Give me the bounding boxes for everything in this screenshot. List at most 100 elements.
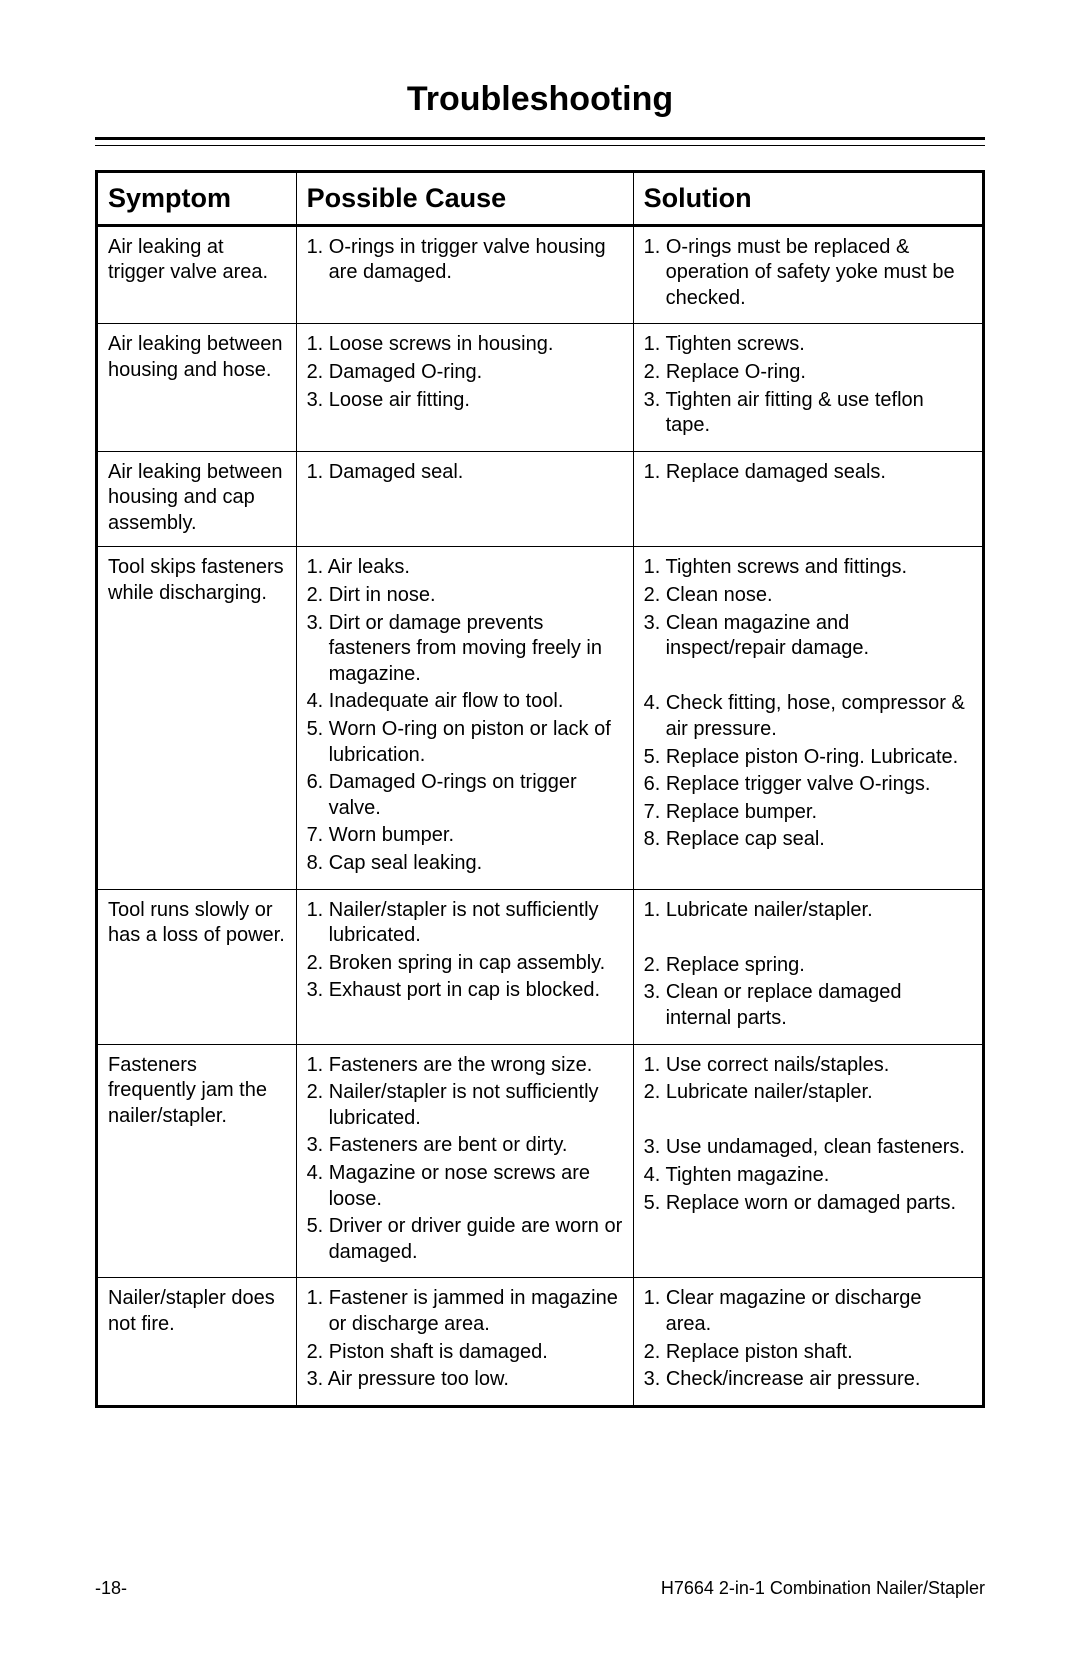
table-row: Fasteners frequently jam the nailer/stap… (97, 1044, 984, 1278)
list-spacer (644, 664, 972, 690)
list-item: 1. O-rings must be replaced & operation … (644, 235, 972, 312)
list-item: 3. Dirt or damage prevents fasteners fro… (307, 611, 623, 688)
table-row: Tool runs slowly or has a loss of power.… (97, 889, 984, 1044)
list-item: 2. Lubricate nailer/stapler. (644, 1080, 972, 1106)
numbered-list: 1. Lubricate nailer/stapler. 2. Replace … (644, 898, 972, 1032)
list-item: 4. Tighten magazine. (644, 1163, 972, 1189)
list-item: 5. Driver or driver guide are worn or da… (307, 1214, 623, 1265)
list-item: 2. Replace spring. (644, 953, 972, 979)
list-item: 5. Replace worn or damaged parts. (644, 1191, 972, 1217)
cell-cause: 1. Damaged seal. (296, 451, 633, 547)
table-row: Tool skips fasteners while discharging.1… (97, 547, 984, 889)
cell-cause: 1. Air leaks.2. Dirt in nose.3. Dirt or … (296, 547, 633, 889)
list-item: 3. Fasteners are bent or dirty. (307, 1133, 623, 1159)
table-row: Air leaking at trigger valve area.1. O-r… (97, 225, 984, 324)
list-item: 1. Tighten screws and fittings. (644, 555, 972, 581)
list-item: 2. Damaged O-ring. (307, 360, 623, 386)
list-item: 3. Loose air fitting. (307, 388, 623, 414)
numbered-list: 1. Fastener is jammed in magazine or dis… (307, 1286, 623, 1392)
list-item: 3. Use undamaged, clean fasteners. (644, 1135, 972, 1161)
list-item: 7. Worn bumper. (307, 823, 623, 849)
cell-solution: 1. Use correct nails/staples.2. Lubricat… (633, 1044, 983, 1278)
list-item: 3. Clean or replace damaged internal par… (644, 980, 972, 1031)
doc-title: H7664 2-in-1 Combination Nailer/Stapler (661, 1578, 985, 1599)
list-item: 2. Clean nose. (644, 583, 972, 609)
list-item: 2. Dirt in nose. (307, 583, 623, 609)
numbered-list: 1. Damaged seal. (307, 460, 623, 486)
list-item: 1. Loose screws in housing. (307, 332, 623, 358)
col-header-cause: Possible Cause (296, 172, 633, 226)
cell-symptom: Air leaking between housing and hose. (97, 324, 297, 451)
list-item: 7. Replace bumper. (644, 800, 972, 826)
list-item: 8. Cap seal leaking. (307, 851, 623, 877)
cell-symptom: Fasteners frequently jam the nailer/stap… (97, 1044, 297, 1278)
cell-symptom: Tool skips fasteners while discharging. (97, 547, 297, 889)
list-item: 4. Check fitting, hose, compressor & air… (644, 691, 972, 742)
rule-thin (95, 145, 985, 146)
numbered-list: 1. Air leaks.2. Dirt in nose.3. Dirt or … (307, 555, 623, 876)
list-item: 1. Nailer/stapler is not sufficiently lu… (307, 898, 623, 949)
numbered-list: 1. Nailer/stapler is not sufficiently lu… (307, 898, 623, 1004)
list-spacer (644, 1108, 972, 1134)
list-item: 1. O-rings in trigger valve housing are … (307, 235, 623, 286)
cell-cause: 1. O-rings in trigger valve housing are … (296, 225, 633, 324)
numbered-list: 1. Replace damaged seals. (644, 460, 972, 486)
numbered-list: 1. Tighten screws and fittings.2. Clean … (644, 555, 972, 853)
numbered-list: 1. O-rings in trigger valve housing are … (307, 235, 623, 286)
list-item: 1. Damaged seal. (307, 460, 623, 486)
numbered-list: 1. Use correct nails/staples.2. Lubricat… (644, 1053, 972, 1217)
list-item: 6. Replace trigger valve O-rings. (644, 772, 972, 798)
cell-symptom: Nailer/stapler does not fire. (97, 1278, 297, 1406)
list-item: 1. Clear magazine or discharge area. (644, 1286, 972, 1337)
list-item: 3. Exhaust port in cap is blocked. (307, 978, 623, 1004)
cell-solution: 1. Replace damaged seals. (633, 451, 983, 547)
list-item: 2. Replace piston shaft. (644, 1340, 972, 1366)
list-item: 3. Tighten air fitting & use teflon tape… (644, 388, 972, 439)
col-header-symptom: Symptom (97, 172, 297, 226)
list-item: 4. Inadequate air flow to tool. (307, 689, 623, 715)
page-title: Troubleshooting (95, 80, 985, 119)
list-item: 1. Tighten screws. (644, 332, 972, 358)
cell-solution: 1. O-rings must be replaced & operation … (633, 225, 983, 324)
list-item: 5. Replace piston O-ring. Lubricate. (644, 745, 972, 771)
list-spacer (644, 925, 972, 951)
numbered-list: 1. O-rings must be replaced & operation … (644, 235, 972, 312)
rule-thick (95, 137, 985, 140)
cell-solution: 1. Clear magazine or discharge area. 2. R… (633, 1278, 983, 1406)
list-item: 1. Air leaks. (307, 555, 623, 581)
list-item: 5. Worn O-ring on piston or lack of lubr… (307, 717, 623, 768)
list-item: 4. Magazine or nose screws are loose. (307, 1161, 623, 1212)
list-item: 8. Replace cap seal. (644, 827, 972, 853)
page-number: -18- (95, 1578, 127, 1599)
numbered-list: 1. Fasteners are the wrong size.2. Naile… (307, 1053, 623, 1266)
cell-solution: 1. Tighten screws and fittings.2. Clean … (633, 547, 983, 889)
list-item: 1. Fastener is jammed in magazine or dis… (307, 1286, 623, 1337)
col-header-solution: Solution (633, 172, 983, 226)
cell-cause: 1. Fasteners are the wrong size.2. Naile… (296, 1044, 633, 1278)
table-row: Air leaking between housing and cap asse… (97, 451, 984, 547)
list-item: 2. Piston shaft is damaged. (307, 1340, 623, 1366)
table-row: Air leaking between housing and hose.1. … (97, 324, 984, 451)
list-item: 1. Use correct nails/staples. (644, 1053, 972, 1079)
cell-symptom: Air leaking at trigger valve area. (97, 225, 297, 324)
cell-symptom: Air leaking between housing and cap asse… (97, 451, 297, 547)
list-item: 2. Replace O-ring. (644, 360, 972, 386)
table-header-row: Symptom Possible Cause Solution (97, 172, 984, 226)
list-item: 1. Lubricate nailer/stapler. (644, 898, 972, 924)
numbered-list: 1. Tighten screws.2. Replace O-ring.3. T… (644, 332, 972, 438)
list-item: 1. Fasteners are the wrong size. (307, 1053, 623, 1079)
list-item: 1. Replace damaged seals. (644, 460, 972, 486)
list-item: 2. Nailer/stapler is not sufficiently lu… (307, 1080, 623, 1131)
numbered-list: 1. Loose screws in housing.2. Damaged O-… (307, 332, 623, 413)
numbered-list: 1. Clear magazine or discharge area. 2. R… (644, 1286, 972, 1392)
cell-solution: 1. Tighten screws.2. Replace O-ring.3. T… (633, 324, 983, 451)
list-item: 2. Broken spring in cap assembly. (307, 951, 623, 977)
table-row: Nailer/stapler does not fire.1. Fastener… (97, 1278, 984, 1406)
cell-solution: 1. Lubricate nailer/stapler. 2. Replace … (633, 889, 983, 1044)
cell-cause: 1. Nailer/stapler is not sufficiently lu… (296, 889, 633, 1044)
list-item: 3. Clean magazine and inspect/repair dam… (644, 611, 972, 662)
cell-cause: 1. Fastener is jammed in magazine or dis… (296, 1278, 633, 1406)
cell-cause: 1. Loose screws in housing.2. Damaged O-… (296, 324, 633, 451)
footer: -18- H7664 2-in-1 Combination Nailer/Sta… (95, 1578, 985, 1599)
list-item: 3. Check/increase air pressure. (644, 1367, 972, 1393)
